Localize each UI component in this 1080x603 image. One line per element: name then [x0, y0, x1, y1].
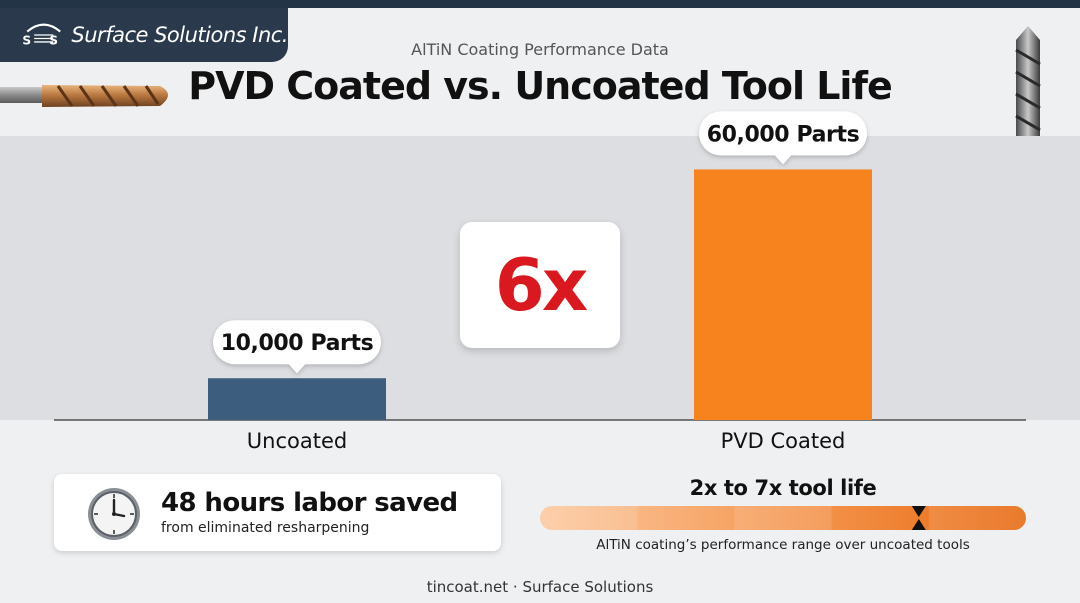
top-strip	[0, 0, 1080, 8]
range-segment	[928, 506, 1026, 530]
coated-drill-bit-icon	[0, 85, 168, 107]
range-title: 2x to 7x tool life	[689, 476, 877, 500]
category-label: PVD Coated	[721, 429, 846, 453]
uncoated-drill-bit-icon	[1015, 26, 1041, 136]
logo-mark-icon: S S	[22, 23, 65, 48]
page-title: PVD Coated vs. Uncoated Tool Life	[188, 64, 893, 108]
multiplier-value: 6x	[494, 243, 589, 327]
svg-text:S S: S S	[22, 34, 65, 48]
data-label-bubble	[699, 111, 867, 165]
bar-uncoated	[208, 378, 386, 420]
performance-range-bar	[540, 506, 1026, 530]
category-label: Uncoated	[247, 429, 347, 453]
range-caption: AlTiN coating’s performance range over u…	[596, 537, 970, 553]
data-label: 10,000 Parts	[221, 331, 374, 356]
range-marker-bottom	[911, 519, 926, 530]
bar-pvd-coated	[694, 169, 872, 420]
labor-saved-title: 48 hours labor saved	[161, 488, 458, 518]
multiplier-badge: 6x	[460, 222, 620, 348]
range-segment	[734, 506, 832, 530]
page-subtitle: AlTiN Coating Performance Data	[411, 40, 669, 59]
labor-saved-card: 48 hours labor saved from eliminated res…	[54, 474, 501, 551]
brand-name: Surface Solutions Inc.	[71, 23, 288, 47]
labor-saved-subtitle: from eliminated resharpening	[161, 520, 370, 536]
brand-logo: S S Surface Solutions Inc.	[0, 8, 288, 62]
range-marker-top	[911, 506, 926, 517]
range-segment	[540, 506, 638, 530]
data-label-bubble	[213, 320, 381, 374]
clock-icon	[88, 488, 140, 540]
footer-credit: tincoat.net · Surface Solutions	[426, 578, 654, 596]
data-label: 60,000 Parts	[707, 122, 860, 147]
